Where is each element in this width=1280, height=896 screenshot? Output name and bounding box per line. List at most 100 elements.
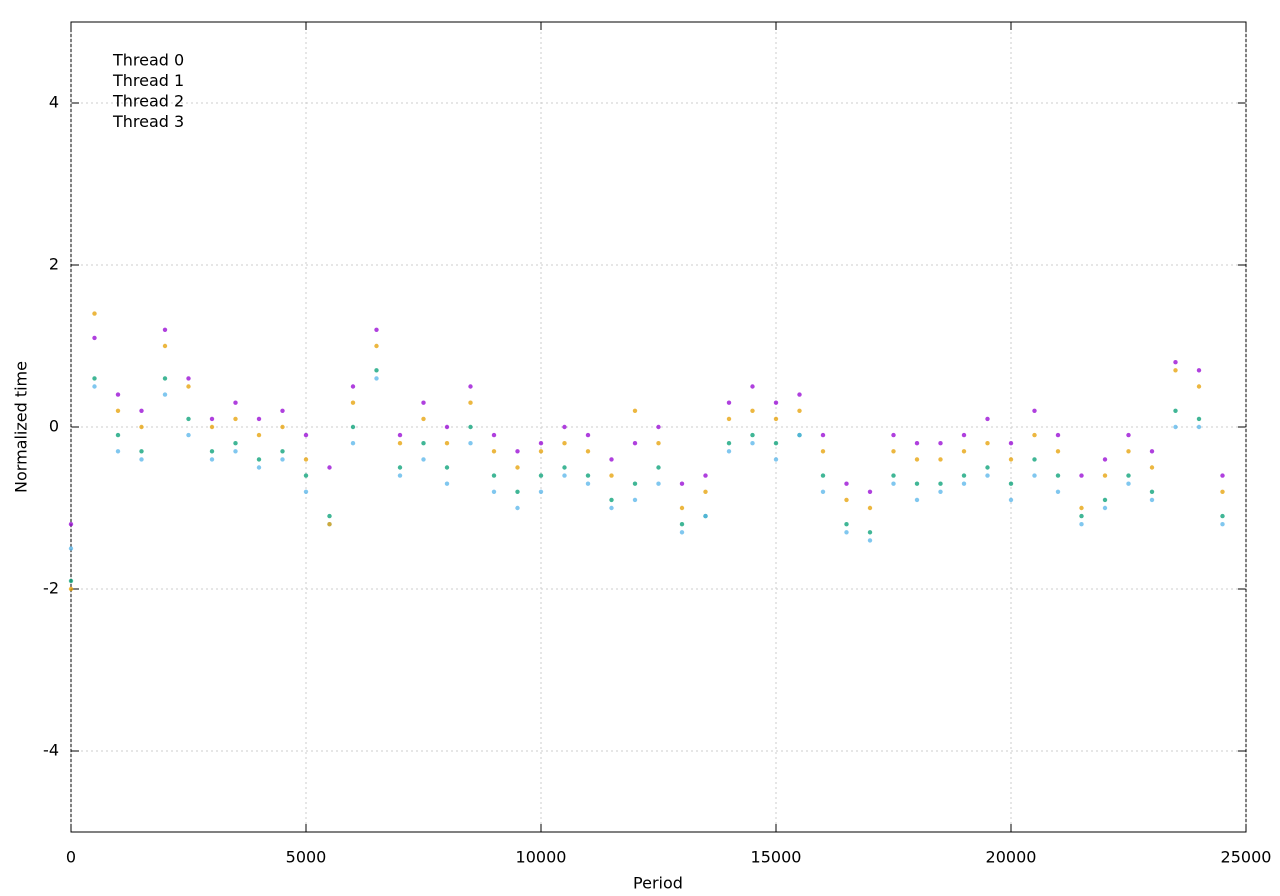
point xyxy=(609,497,614,503)
point xyxy=(256,432,262,438)
point xyxy=(1149,497,1155,503)
point xyxy=(914,497,920,503)
point xyxy=(750,441,755,446)
point xyxy=(162,376,168,381)
point xyxy=(1055,473,1061,478)
point xyxy=(1102,457,1108,462)
point xyxy=(867,530,873,535)
point xyxy=(1173,424,1178,430)
point xyxy=(115,449,121,454)
point xyxy=(867,489,873,494)
point xyxy=(515,449,520,454)
point xyxy=(609,473,614,478)
point xyxy=(491,473,497,478)
point xyxy=(1032,408,1037,413)
point xyxy=(327,522,332,527)
point xyxy=(585,473,591,478)
point xyxy=(726,416,732,422)
point xyxy=(961,481,967,486)
point xyxy=(186,384,191,389)
point xyxy=(1079,522,1084,527)
point xyxy=(1220,513,1225,519)
point xyxy=(209,457,215,462)
y-axis-label: Normalized time xyxy=(12,361,31,493)
point xyxy=(209,416,215,422)
point xyxy=(1149,449,1155,454)
point xyxy=(679,505,685,511)
point xyxy=(1055,489,1061,494)
point xyxy=(820,449,826,454)
point xyxy=(585,432,591,438)
point xyxy=(92,376,97,381)
point xyxy=(303,457,309,462)
point xyxy=(397,465,403,470)
x-tick-label: 5000 xyxy=(286,848,327,867)
point xyxy=(656,424,661,430)
point xyxy=(538,441,544,446)
point xyxy=(961,449,967,454)
point xyxy=(844,481,849,486)
point xyxy=(750,432,755,438)
point xyxy=(280,449,285,454)
legend-label: Thread 2 xyxy=(112,92,184,111)
point xyxy=(891,473,896,478)
point xyxy=(397,473,403,478)
point xyxy=(679,522,685,527)
point xyxy=(797,392,802,397)
point xyxy=(750,408,755,413)
point xyxy=(632,408,638,413)
point xyxy=(609,505,614,511)
point xyxy=(115,432,121,438)
point xyxy=(562,465,567,470)
point xyxy=(162,343,168,349)
point xyxy=(186,432,191,438)
point xyxy=(515,489,520,494)
point xyxy=(162,327,168,332)
point xyxy=(1149,465,1155,470)
point xyxy=(350,441,356,446)
point xyxy=(820,489,826,494)
point xyxy=(491,449,497,454)
point xyxy=(891,449,896,454)
point xyxy=(844,530,849,535)
point xyxy=(1055,449,1061,454)
point xyxy=(350,384,356,389)
point xyxy=(985,416,990,422)
y-tick-label: -4 xyxy=(43,741,59,760)
point xyxy=(68,586,74,592)
point xyxy=(703,473,708,478)
point xyxy=(468,424,473,430)
point xyxy=(538,473,544,478)
point xyxy=(115,392,121,397)
point xyxy=(538,489,544,494)
point xyxy=(585,449,591,454)
y-tick-label: 4 xyxy=(49,93,59,112)
point xyxy=(374,376,379,381)
point xyxy=(867,538,873,543)
point xyxy=(280,424,285,430)
point xyxy=(303,473,309,478)
point xyxy=(726,441,732,446)
point xyxy=(468,384,473,389)
point xyxy=(468,441,473,446)
point xyxy=(820,473,826,478)
point xyxy=(679,481,685,486)
point xyxy=(68,578,74,584)
x-tick-label: 15000 xyxy=(751,848,802,867)
point xyxy=(491,432,497,438)
point xyxy=(632,441,638,446)
point xyxy=(1032,432,1037,438)
point xyxy=(1196,368,1202,373)
point xyxy=(1126,473,1131,478)
point xyxy=(656,441,661,446)
point xyxy=(374,368,379,373)
point xyxy=(421,400,426,405)
point xyxy=(139,408,144,413)
point xyxy=(68,522,74,527)
point xyxy=(1220,522,1225,527)
point xyxy=(233,449,238,454)
legend-label: Thread 0 xyxy=(112,51,184,70)
point xyxy=(985,441,990,446)
point xyxy=(515,505,520,511)
x-tick-label: 25000 xyxy=(1221,848,1272,867)
